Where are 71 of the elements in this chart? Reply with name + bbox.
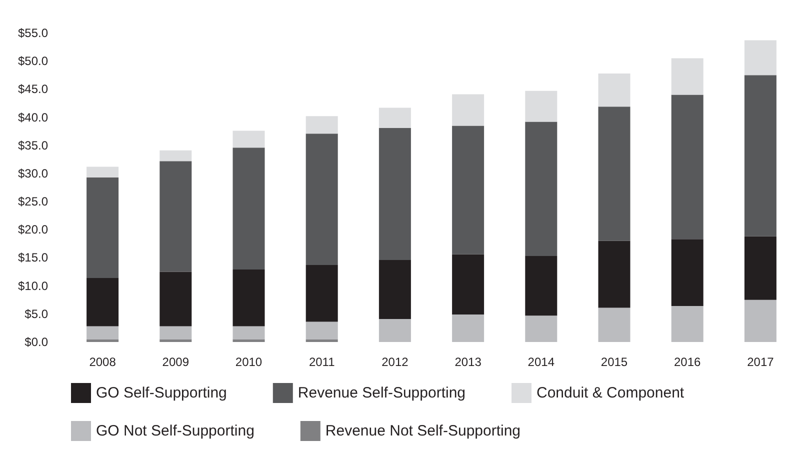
y-tick-label: $35.0: [18, 138, 48, 152]
x-tick-label: 2013: [454, 355, 482, 369]
bar: [378, 108, 411, 128]
bar: [452, 126, 484, 254]
bar: [452, 94, 484, 126]
bar: [598, 106, 630, 241]
y-tick-label: $40.0: [18, 110, 48, 124]
bar: [306, 265, 338, 322]
bar: [525, 90, 558, 122]
legend-label: GO Self-Supporting: [96, 384, 227, 402]
bar: [598, 240, 630, 308]
bar: [232, 326, 265, 340]
bar: [671, 58, 704, 95]
bar: [378, 318, 411, 342]
bar: [744, 236, 776, 300]
bar: [744, 75, 776, 236]
y-tick-label: $15.0: [18, 250, 48, 265]
y-tick-label: $50.0: [18, 54, 48, 68]
legend-label: Revenue Not Self-Supporting: [325, 422, 521, 440]
bar: [86, 339, 119, 342]
x-tick-label: 2015: [600, 355, 628, 369]
y-tick-label: $5.0: [24, 306, 48, 321]
bar: [306, 134, 338, 266]
bar: [525, 316, 558, 342]
y-tick-label: $30.0: [18, 166, 48, 180]
legend-label: GO Not Self-Supporting: [96, 422, 254, 440]
legend-label: Conduit & Component: [536, 384, 685, 402]
x-tick-label: 2010: [235, 355, 262, 369]
bar: [525, 256, 558, 316]
bar: [160, 161, 192, 272]
bar: [160, 150, 192, 162]
y-tick-label: $20.0: [18, 222, 48, 237]
bar: [160, 339, 192, 342]
bar: [744, 300, 776, 342]
bar: [232, 270, 265, 326]
bar: [671, 94, 704, 240]
y-tick-label: $10.0: [18, 278, 48, 293]
bar: [452, 254, 484, 314]
y-tick-label: $45.0: [18, 82, 48, 96]
bar: [306, 339, 338, 342]
y-tick-label: $25.0: [18, 194, 48, 209]
bar: [86, 278, 119, 326]
x-tick-label: 2009: [162, 355, 190, 369]
y-tick-label: $0.0: [24, 335, 48, 349]
bar: [598, 308, 630, 342]
bar: [452, 314, 484, 342]
bar: [86, 177, 119, 278]
bar: [744, 40, 776, 76]
bar: [232, 130, 265, 148]
x-tick-label: 2008: [89, 355, 116, 369]
bar: [160, 326, 192, 340]
bar: [86, 166, 119, 178]
bar: [232, 148, 265, 270]
bar: [86, 326, 119, 340]
bar: [306, 116, 338, 134]
bar: [232, 339, 265, 342]
legend-label: Revenue Self-Supporting: [298, 384, 466, 402]
bar: [598, 73, 630, 107]
bar: [378, 128, 411, 260]
x-tick-label: 2017: [747, 355, 774, 369]
bar: [378, 260, 411, 319]
x-tick-label: 2014: [528, 355, 555, 369]
y-tick-label: $55.0: [18, 26, 48, 40]
x-tick-label: 2016: [674, 355, 702, 369]
x-tick-label: 2011: [308, 355, 336, 369]
x-tick-label: 2012: [382, 355, 409, 369]
bar: [671, 239, 704, 306]
bar: [160, 272, 192, 326]
bar: [525, 122, 558, 256]
bar: [306, 322, 338, 340]
bar: [671, 306, 704, 342]
